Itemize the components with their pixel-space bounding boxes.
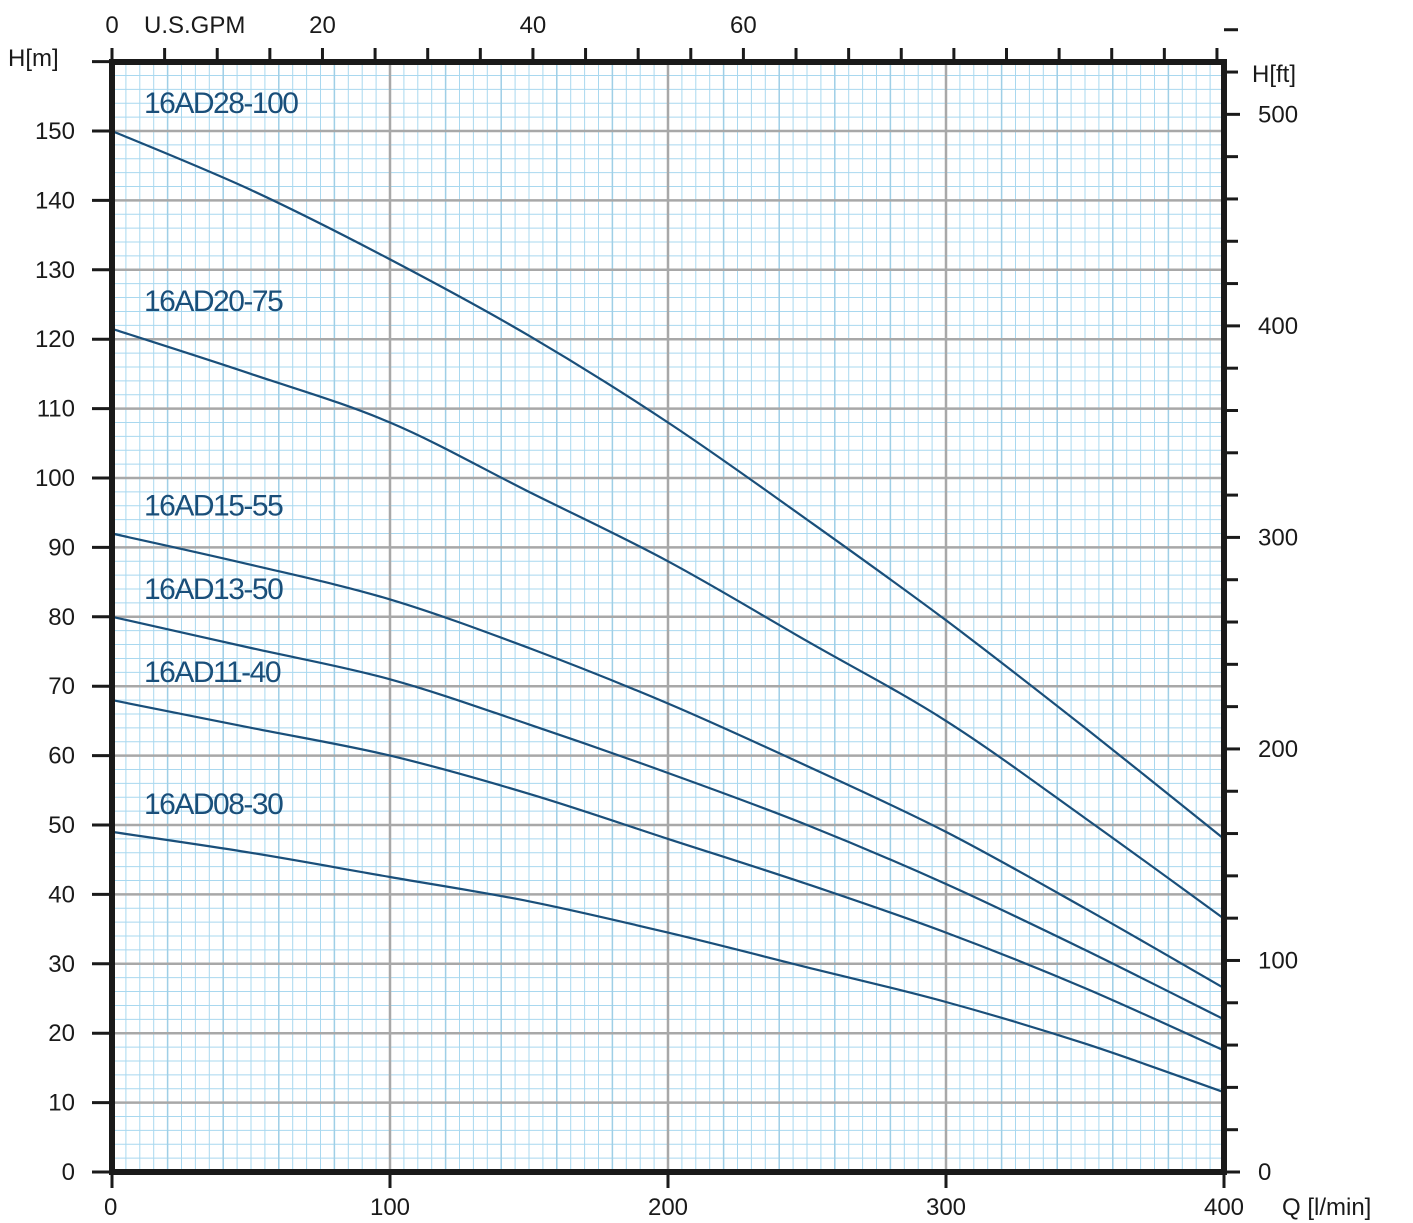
y-tick-label: 110 [37,396,75,423]
y2-tick-label: 200 [1258,736,1298,763]
y-tick-label: 0 [62,1159,75,1186]
x2-tick-label: 20 [309,12,336,39]
y-tick-label: 10 [48,1090,75,1117]
y-tick-label: 50 [48,812,75,839]
series-line [111,327,1225,920]
series-label: 16AD20-75 [144,285,283,318]
series-line [111,532,1225,990]
x-tick-label: 0 [104,1194,117,1221]
series-line [111,615,1225,1021]
axis-tick-labels: 0 10 20 30 40 50 60 70 80 90 100 110 120 130 140 150 0 10… [35,12,1298,1221]
x-tick-label: 400 [1204,1194,1244,1221]
pump-curves [111,129,1225,1094]
series-line [111,830,1225,1094]
y2-tick-label: 400 [1258,313,1298,340]
y-tick-label: 150 [35,118,75,145]
y2-axis-title: H[ft] [1252,61,1296,88]
y-tick-label: 90 [48,534,75,561]
y-tick-label: 20 [48,1020,75,1047]
y2-tick-label: 100 [1258,947,1298,974]
y-axis-title: H[m] [8,45,59,72]
y-tick-label: 70 [48,673,75,700]
x-tick-label: 100 [370,1194,410,1221]
major-grid [112,62,1224,1172]
x-tick-label: 300 [926,1194,966,1221]
y-tick-label: 120 [35,326,75,353]
x2-axis-title: U.S.GPM [144,12,245,39]
y-tick-label: 40 [48,881,75,908]
x2-tick-label: 0 [105,12,118,39]
y-tick-label: 60 [48,743,75,770]
x2-tick-label: 40 [520,12,547,39]
x2-tick-label: 60 [730,12,757,39]
y-tick-label: 130 [35,257,75,284]
y-tick-label: 140 [35,187,75,214]
series-label: 16AD11-40 [144,656,281,689]
y2-tick-label: 500 [1258,101,1298,128]
series-label: 16AD08-30 [144,788,283,821]
series-label: 16AD28-100 [144,87,298,120]
series-labels: 16AD28-100 16AD20-75 16AD15-55 16AD13-50 16A… [144,87,300,821]
series-line [111,129,1225,840]
y-tick-label: 100 [35,465,75,492]
axis-ticks [92,28,1240,1188]
y2-tick-label: 0 [1258,1159,1271,1186]
x-axis-title: Q [l/min] [1282,1194,1371,1221]
y-tick-label: 80 [48,604,75,631]
series-label: 16AD13-50 [144,573,283,606]
y2-tick-label: 300 [1258,524,1298,551]
x-tick-label: 200 [648,1194,688,1221]
series-label: 16AD15-55 [144,490,283,523]
series-line [111,699,1225,1052]
y-tick-label: 30 [48,951,75,978]
